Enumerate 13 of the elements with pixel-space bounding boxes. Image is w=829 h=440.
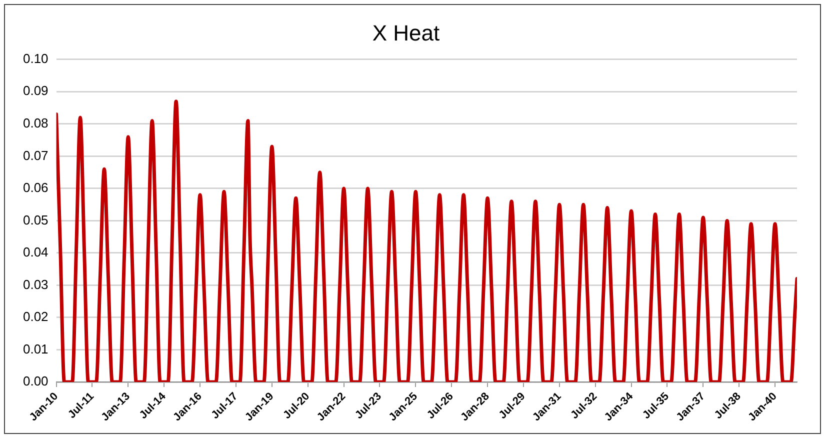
y-tick-label: 0.05	[22, 212, 48, 228]
y-tick-label: 0.09	[22, 83, 48, 98]
y-tick-label: 0.04	[22, 244, 48, 260]
chart-title: X Heat	[372, 20, 440, 46]
y-tick-label: 0.00	[22, 374, 48, 389]
y-tick-label: 0.07	[22, 148, 48, 163]
y-tick-label: 0.03	[22, 276, 48, 292]
y-tick-label: 0.01	[22, 341, 48, 356]
y-tick-label: 0.02	[22, 309, 48, 324]
line-series	[56, 100, 797, 382]
y-tick-label: 0.10	[22, 50, 48, 66]
y-tick-label: 0.06	[22, 180, 48, 196]
y-tick-label: 0.08	[22, 116, 48, 130]
